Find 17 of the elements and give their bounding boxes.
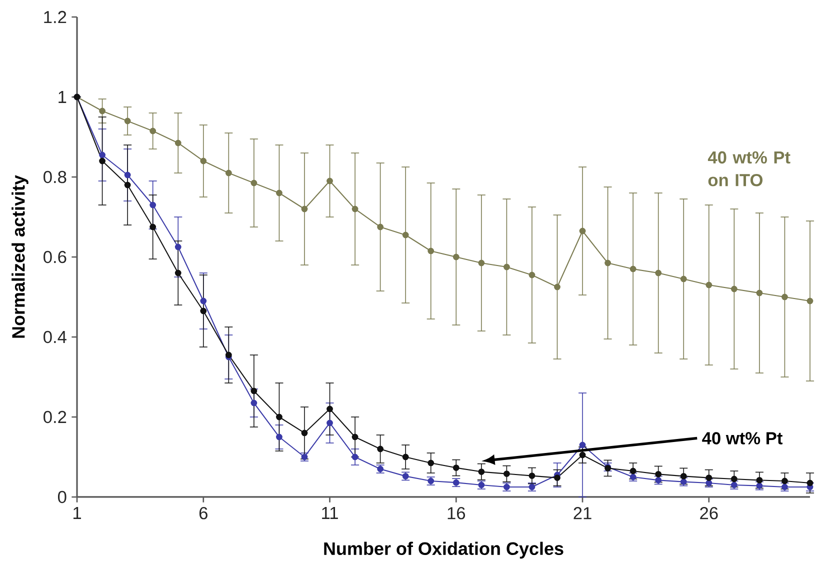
x-tick-label: 21 [574, 507, 592, 520]
y-tick-label: 0.4 [44, 330, 66, 344]
x-tick-label: 6 [199, 507, 208, 520]
text: 40 wt% Pt on ITO [708, 151, 790, 186]
x-axis-title: Number of Oxidation Cycles [324, 542, 564, 559]
series-label: 40 wt% Pt [702, 432, 782, 444]
x-tick-label: 26 [700, 507, 718, 520]
x-tick-label: 11 [322, 507, 338, 519]
x-tick-label: 16 [448, 507, 466, 520]
y-tick-label: 0.8 [44, 170, 66, 184]
y-tick-label: 1 [58, 91, 66, 103]
y-tick-label: 0.6 [44, 250, 66, 264]
x-tick-label: 1 [74, 507, 81, 519]
y-tick-label: 1.2 [44, 10, 66, 24]
y-tick-label: 0 [58, 490, 66, 504]
y-tick-label: 0.2 [44, 410, 66, 424]
y-axis-title: Normalized activity [12, 175, 28, 338]
